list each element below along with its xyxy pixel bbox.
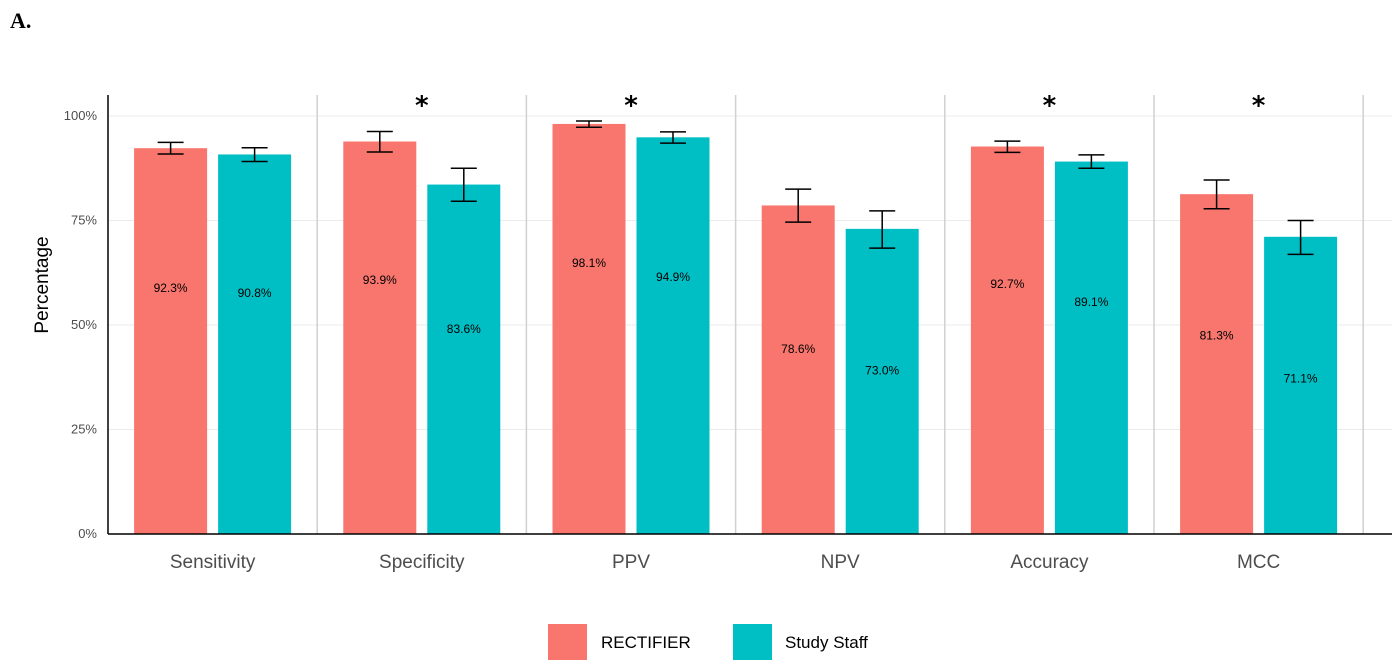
- panel-label: A.: [10, 8, 32, 33]
- bar-1-5: [1264, 236, 1338, 534]
- x-tick-label-3: NPV: [821, 552, 860, 573]
- error-bar-1-5: [1287, 219, 1314, 256]
- x-tick-label-5: MCC: [1237, 552, 1280, 573]
- data-label-0-0: 92.3%: [154, 281, 188, 295]
- bar-0-4: [970, 146, 1044, 535]
- data-label-1-3: 73.0%: [865, 364, 899, 378]
- bar-1-0: [218, 154, 292, 534]
- bar-0-3: [761, 205, 835, 534]
- error-bar-1-0: [241, 147, 268, 163]
- legend-swatch-1: [733, 624, 772, 660]
- data-label-1-0: 90.8%: [238, 286, 272, 300]
- bar-1-3: [845, 228, 919, 535]
- bar-1-1: [427, 184, 501, 534]
- data-label-0-2: 98.1%: [572, 256, 606, 270]
- x-tick-label-4: Accuracy: [1010, 552, 1089, 573]
- bar-0-5: [1180, 194, 1254, 534]
- bar-0-1: [343, 141, 417, 535]
- data-label-0-1: 93.9%: [363, 273, 397, 287]
- error-bar-1-4: [1078, 154, 1105, 169]
- error-bar-1-1: [450, 167, 477, 203]
- legend: RECTIFIER Study Staff: [548, 624, 868, 660]
- legend-swatch-0: [548, 624, 587, 660]
- y-tick-label-3: 75%: [71, 213, 97, 228]
- significance-star-2: *: [624, 91, 638, 121]
- error-bar-0-1: [366, 130, 393, 153]
- legend-item-1: Study Staff: [733, 624, 868, 660]
- error-bars: [157, 120, 1314, 256]
- bar-0-0: [134, 148, 208, 534]
- significance-star-4: *: [1043, 91, 1057, 121]
- data-label-1-5: 71.1%: [1284, 372, 1318, 386]
- significance-markers: * * * *: [415, 91, 1266, 121]
- bar-1-2: [636, 137, 710, 534]
- data-label-0-5: 81.3%: [1200, 328, 1234, 342]
- y-tick-labels: 0% 25% 50% 75% 100%: [64, 108, 98, 541]
- bars: [134, 123, 1338, 535]
- data-label-0-4: 92.7%: [990, 277, 1024, 291]
- legend-item-0: RECTIFIER: [548, 624, 691, 660]
- bar-0-2: [552, 123, 626, 534]
- category-separators: [316, 95, 1364, 534]
- data-label-0-3: 78.6%: [781, 342, 815, 356]
- y-tick-label-4: 100%: [64, 108, 98, 123]
- error-bar-0-3: [785, 188, 812, 223]
- data-label-1-1: 83.6%: [447, 322, 481, 336]
- error-bar-1-3: [869, 210, 896, 249]
- error-bar-0-2: [576, 120, 602, 129]
- error-bar-0-5: [1203, 179, 1230, 210]
- error-bar-0-0: [157, 141, 184, 155]
- data-labels: 92.3% 93.9% 98.1% 78.6% 92.7% 81.3% 90.8% 83.6%…: [154, 256, 1318, 385]
- error-bar-0-4: [994, 140, 1021, 154]
- significance-star-5: *: [1252, 91, 1266, 121]
- y-axis-label: Percentage: [32, 236, 53, 333]
- x-tick-labels: Sensitivity Specificity PPV NPV Accuracy MCC: [170, 552, 1280, 573]
- legend-label-0: RECTIFIER: [601, 633, 691, 652]
- data-label-1-2: 94.9%: [656, 270, 690, 284]
- y-tick-label-0: 0%: [78, 526, 97, 541]
- y-tick-label-1: 25%: [71, 422, 97, 437]
- legend-label-1: Study Staff: [785, 633, 868, 652]
- significance-star-1: *: [415, 91, 429, 121]
- x-tick-label-0: Sensitivity: [170, 552, 256, 573]
- error-bar-1-2: [660, 131, 686, 144]
- x-tick-label-2: PPV: [612, 552, 650, 573]
- axes: [107, 95, 1392, 535]
- data-label-1-4: 89.1%: [1074, 295, 1108, 309]
- y-tick-label-2: 50%: [71, 317, 97, 332]
- x-tick-label-1: Specificity: [379, 552, 465, 573]
- bar-1-4: [1054, 161, 1128, 534]
